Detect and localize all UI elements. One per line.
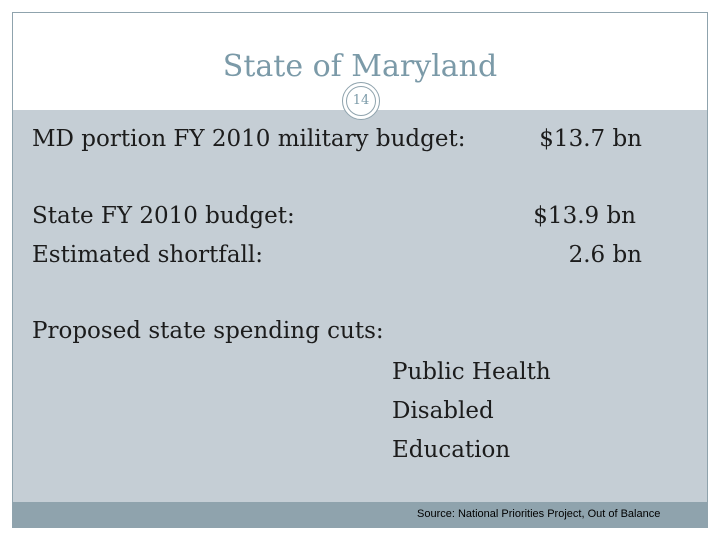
page-number: 14 [352, 93, 370, 108]
state-budget-value: $13.9 bn [533, 203, 636, 229]
content-area [13, 110, 707, 502]
footer-bar [13, 502, 707, 527]
military-budget-label: MD portion FY 2010 military budget: [32, 126, 466, 152]
cut-item-education: Education [392, 437, 511, 463]
cut-item-public-health: Public Health [392, 359, 551, 385]
cut-item-disabled: Disabled [392, 398, 494, 424]
slide-title: State of Maryland [222, 49, 498, 84]
page-number-badge: 14 [342, 82, 380, 120]
shortfall-label: Estimated shortfall: [32, 242, 263, 268]
state-budget-label: State FY 2010 budget: [32, 203, 295, 229]
cuts-heading: Proposed state spending cuts: [32, 318, 384, 344]
shortfall-value: 2.6 bn [568, 242, 642, 268]
military-budget-value: $13.7 bn [539, 126, 642, 152]
source-note: Source: National Priorities Project, Out… [417, 508, 661, 520]
